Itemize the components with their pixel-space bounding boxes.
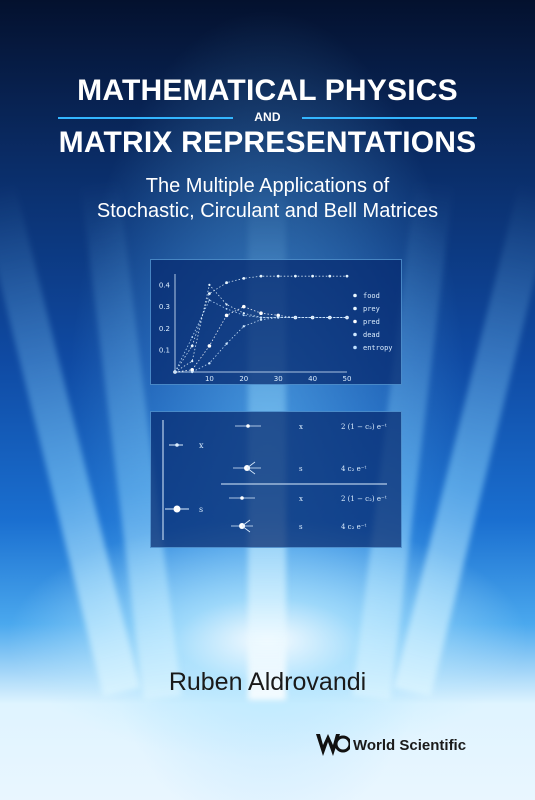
diagram-node	[246, 424, 250, 428]
legend-label-pred: pred	[363, 318, 380, 326]
diagram-operator: s	[299, 465, 303, 473]
diagram-panel: x s x 2 (1 − c₂) e⁻ᵗ s 4 c₂ e⁻ᵗ x 2 (1 − c₂) …	[150, 411, 402, 548]
data-point-entropy	[328, 316, 331, 319]
series-line-prey	[174, 284, 347, 373]
legend-marker-food	[353, 293, 357, 298]
data-point-pred	[242, 304, 246, 309]
legend-label-entropy: entropy	[363, 344, 393, 352]
diagram-edge	[241, 519, 251, 527]
diagram-expression: 2 (1 − c₂) e⁻ᵗ	[341, 495, 387, 503]
diagram-vertex	[175, 443, 179, 447]
data-point-food	[225, 281, 228, 285]
legend-marker-pred	[353, 319, 357, 324]
legend-marker-entropy	[353, 345, 357, 350]
data-point-entropy	[346, 316, 348, 319]
data-point-pred	[276, 313, 280, 318]
data-point-dead	[225, 342, 228, 345]
data-point-food	[345, 274, 349, 278]
series-line-dead	[175, 317, 347, 373]
x-tick-label: 50	[343, 375, 352, 383]
data-point-entropy	[225, 307, 228, 310]
diagram-expression: 4 c₂ e⁻ᵗ	[341, 465, 366, 473]
diagram-left-label: x	[199, 441, 204, 450]
title-rule-left	[58, 117, 233, 119]
title-line-2: MATRIX REPRESENTATIONS	[58, 126, 477, 159]
diagram-expression: 4 c₂ e⁻ᵗ	[341, 523, 366, 531]
title-rule-right	[302, 117, 477, 119]
data-point-food	[242, 276, 246, 280]
feynman-diagram: x s x 2 (1 − c₂) e⁻ᵗ s 4 c₂ e⁻ᵗ x 2 (1 − c₂) …	[162, 420, 387, 540]
title-line-1: MATHEMATICAL PHYSICS	[77, 74, 458, 107]
data-point-food	[208, 292, 211, 295]
x-tick-label: 40	[308, 375, 317, 383]
data-point-food	[190, 344, 194, 348]
data-point-food	[294, 274, 297, 278]
data-point-dead	[242, 325, 245, 328]
data-point-food	[311, 274, 314, 278]
data-point-pred	[259, 311, 263, 315]
data-point-prey	[225, 303, 228, 306]
diagram-edge	[241, 525, 251, 533]
world-scientific-logo-icon	[316, 734, 350, 756]
data-point-entropy	[174, 371, 176, 373]
legend-label-dead: dead	[363, 331, 380, 339]
title-connector: AND	[254, 110, 281, 124]
y-tick-label: 0.3	[159, 303, 170, 311]
diagram-edge	[246, 461, 256, 469]
data-point-prey	[242, 312, 245, 315]
x-tick-label: 30	[274, 375, 283, 383]
subtitle-line-2: Stochastic, Circulant and Bell Matrices	[96, 200, 439, 222]
data-point-entropy	[277, 316, 280, 319]
data-point-entropy	[260, 316, 262, 319]
data-point-prey	[191, 360, 194, 363]
data-point-dead	[208, 362, 211, 365]
subtitle-line-1: The Multiple Applications of	[145, 175, 390, 197]
publisher: World Scientific	[314, 730, 466, 760]
data-point-food	[276, 274, 280, 278]
x-tick-label: 20	[239, 375, 248, 383]
data-point-pred	[207, 344, 212, 348]
diagram-edge	[246, 467, 256, 475]
series-line-food	[174, 275, 347, 373]
population-chart: 10 20 30 40 50 0.1 0.2 0.3 0.4 food prey pred dead en…	[159, 274, 393, 383]
diagram-vertex	[173, 505, 181, 513]
diagram-node	[240, 496, 244, 500]
chart-panel: 10 20 30 40 50 0.1 0.2 0.3 0.4 food prey pred dead en…	[150, 259, 402, 385]
legend-marker-dead	[353, 332, 357, 337]
data-point-dead	[191, 370, 194, 374]
publisher-name: World Scientific	[353, 736, 467, 754]
diagram-operator: x	[299, 423, 303, 431]
data-point-entropy	[208, 299, 211, 302]
data-point-dead	[259, 318, 263, 321]
data-point-entropy	[242, 314, 245, 317]
legend-label-prey: prey	[363, 305, 380, 313]
data-point-pred	[190, 368, 194, 372]
data-point-pred	[224, 313, 229, 318]
data-point-food	[328, 274, 332, 278]
y-tick-label: 0.1	[159, 347, 170, 355]
author-name: Ruben Aldrovandi	[168, 668, 367, 696]
legend-marker-prey	[353, 306, 357, 311]
data-point-food	[259, 274, 263, 278]
data-point-prey	[208, 283, 211, 286]
y-tick-label: 0.4	[159, 281, 171, 289]
x-tick-label: 10	[205, 375, 214, 383]
data-point-entropy	[191, 336, 194, 339]
data-point-entropy	[311, 316, 314, 319]
diagram-expression: 2 (1 − c₂) e⁻ᵗ	[341, 423, 387, 431]
legend-label-food: food	[363, 292, 380, 300]
series-line-entropy	[174, 299, 347, 373]
diagram-operator: s	[299, 523, 303, 531]
diagram-operator: x	[299, 495, 303, 503]
y-tick-label: 0.2	[159, 325, 170, 333]
data-point-entropy	[294, 316, 297, 319]
diagram-left-label: s	[199, 505, 203, 514]
